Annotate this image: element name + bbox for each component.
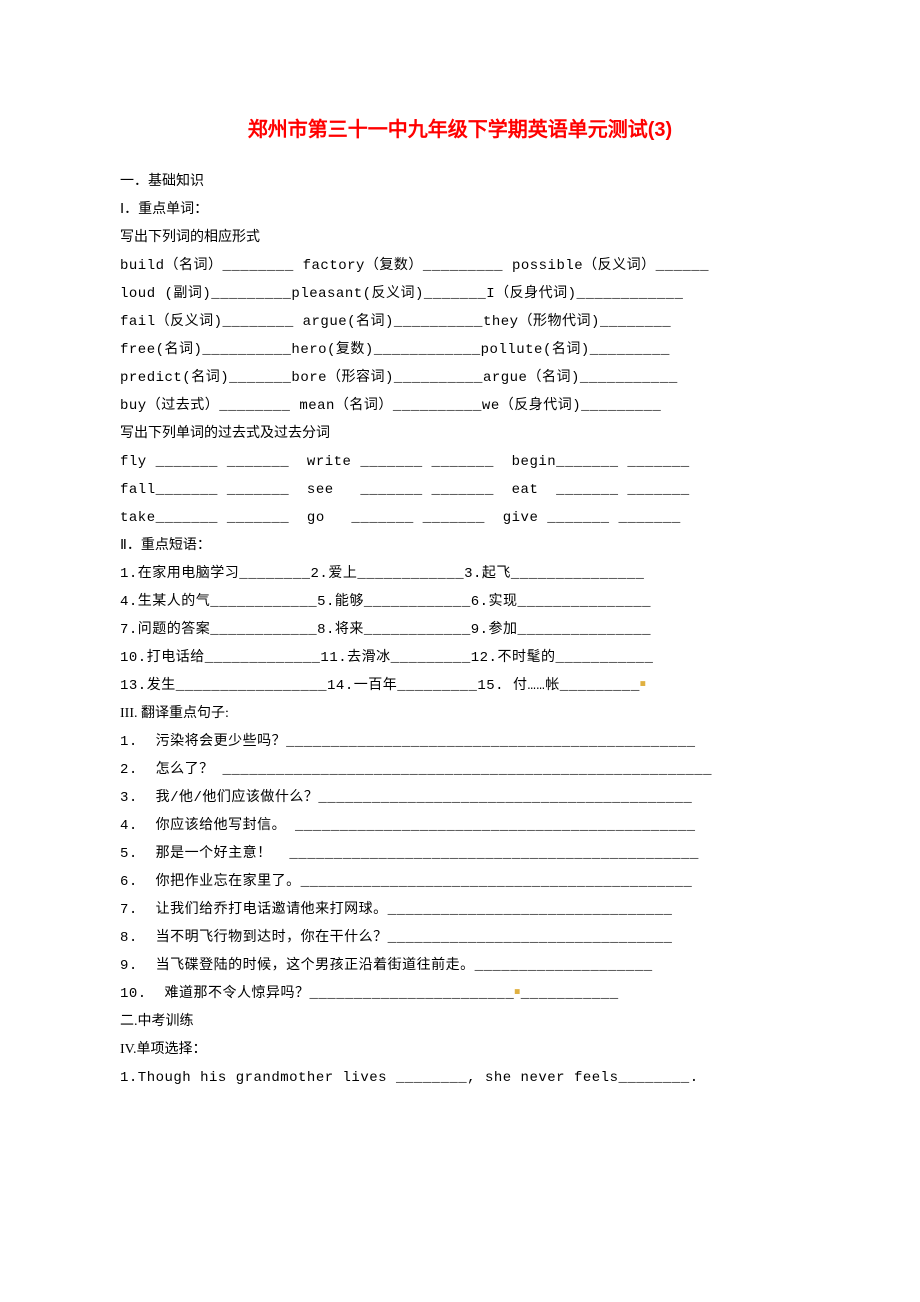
instruction-past-forms: 写出下列单词的过去式及过去分词	[120, 420, 800, 448]
translate-q5: 5. 那是一个好主意！ ____________________________…	[120, 840, 800, 868]
translate-q10: 10. 难道那不令人惊异吗？_______________________■__…	[120, 980, 800, 1008]
word-form-line-3: fail（反义词)________ argue(名词)__________the…	[120, 308, 800, 336]
translate-q8: 8. 当不明飞行物到达时，你在干什么？_____________________…	[120, 924, 800, 952]
subheading-key-words: Ⅰ．重点单词：	[120, 196, 800, 224]
word-form-line-2: loud (副词)_________pleasant(反义词)_______I（…	[120, 280, 800, 308]
exam-title: 郑州市第三十一中九年级下学期英语单元测试(3)	[120, 110, 800, 150]
translate-q9: 9. 当飞碟登陆的时候，这个男孩正沿着街道往前走。_______________…	[120, 952, 800, 980]
subheading-translate-sentences: III. 翻译重点句子:	[120, 700, 800, 728]
past-form-line-1: fly _______ _______ write _______ ______…	[120, 448, 800, 476]
page-container: 郑州市第三十一中九年级下学期英语单元测试(3) 一．基础知识 Ⅰ．重点单词： 写…	[0, 0, 920, 1152]
phrase-line-3: 7.问题的答案____________8.将来____________9.参加_…	[120, 616, 800, 644]
translate-q6: 6. 你把作业忘在家里了。___________________________…	[120, 868, 800, 896]
translate-q7: 7. 让我们给乔打电话邀请他来打网球。_____________________…	[120, 896, 800, 924]
subheading-multiple-choice: IV.单项选择：	[120, 1036, 800, 1064]
phrase-line-5-text: 13.发生_________________14.一百年_________15.…	[120, 678, 640, 694]
word-form-line-6: buy（过去式）________ mean（名词）__________we（反身…	[120, 392, 800, 420]
section-1-heading: 一．基础知识 Ⅰ．重点单词： 写出下列词的相应形式 build（名词）_____…	[120, 168, 800, 1092]
instruction-word-forms: 写出下列词的相应形式	[120, 224, 800, 252]
phrase-line-4: 10.打电话给_____________11.去滑冰_________12.不时…	[120, 644, 800, 672]
marker-dot-icon: ■	[640, 679, 647, 690]
heading-exam-training: 二.中考训练	[120, 1008, 800, 1036]
translate-q10-text-a: 10. 难道那不令人惊异吗？_______________________	[120, 986, 514, 1002]
translate-q3: 3. 我/他/他们应该做什么？_________________________…	[120, 784, 800, 812]
word-form-line-1: build（名词）________ factory（复数）_________ p…	[120, 252, 800, 280]
translate-q1: 1. 污染将会更少些吗？____________________________…	[120, 728, 800, 756]
word-form-line-4: free(名词)__________hero(复数)____________po…	[120, 336, 800, 364]
past-form-line-3: take_______ _______ go _______ _______ g…	[120, 504, 800, 532]
translate-q2: 2. 怎么了？ ________________________________…	[120, 756, 800, 784]
translate-q10-text-b: ___________	[521, 986, 619, 1002]
phrase-line-1: 1.在家用电脑学习________2.爱上____________3.起飞___…	[120, 560, 800, 588]
heading-basic-knowledge: 一．基础知识	[120, 168, 800, 196]
subheading-key-phrases: Ⅱ．重点短语：	[120, 532, 800, 560]
word-form-line-5: predict(名词)_______bore（形容词)__________arg…	[120, 364, 800, 392]
past-form-line-2: fall_______ _______ see _______ _______ …	[120, 476, 800, 504]
phrase-line-5: 13.发生_________________14.一百年_________15.…	[120, 672, 800, 700]
translate-q4: 4. 你应该给他写封信。 ___________________________…	[120, 812, 800, 840]
phrase-line-2: 4.生某人的气____________5.能够____________6.实现_…	[120, 588, 800, 616]
mc-q1: 1.Though his grandmother lives ________,…	[120, 1064, 800, 1092]
